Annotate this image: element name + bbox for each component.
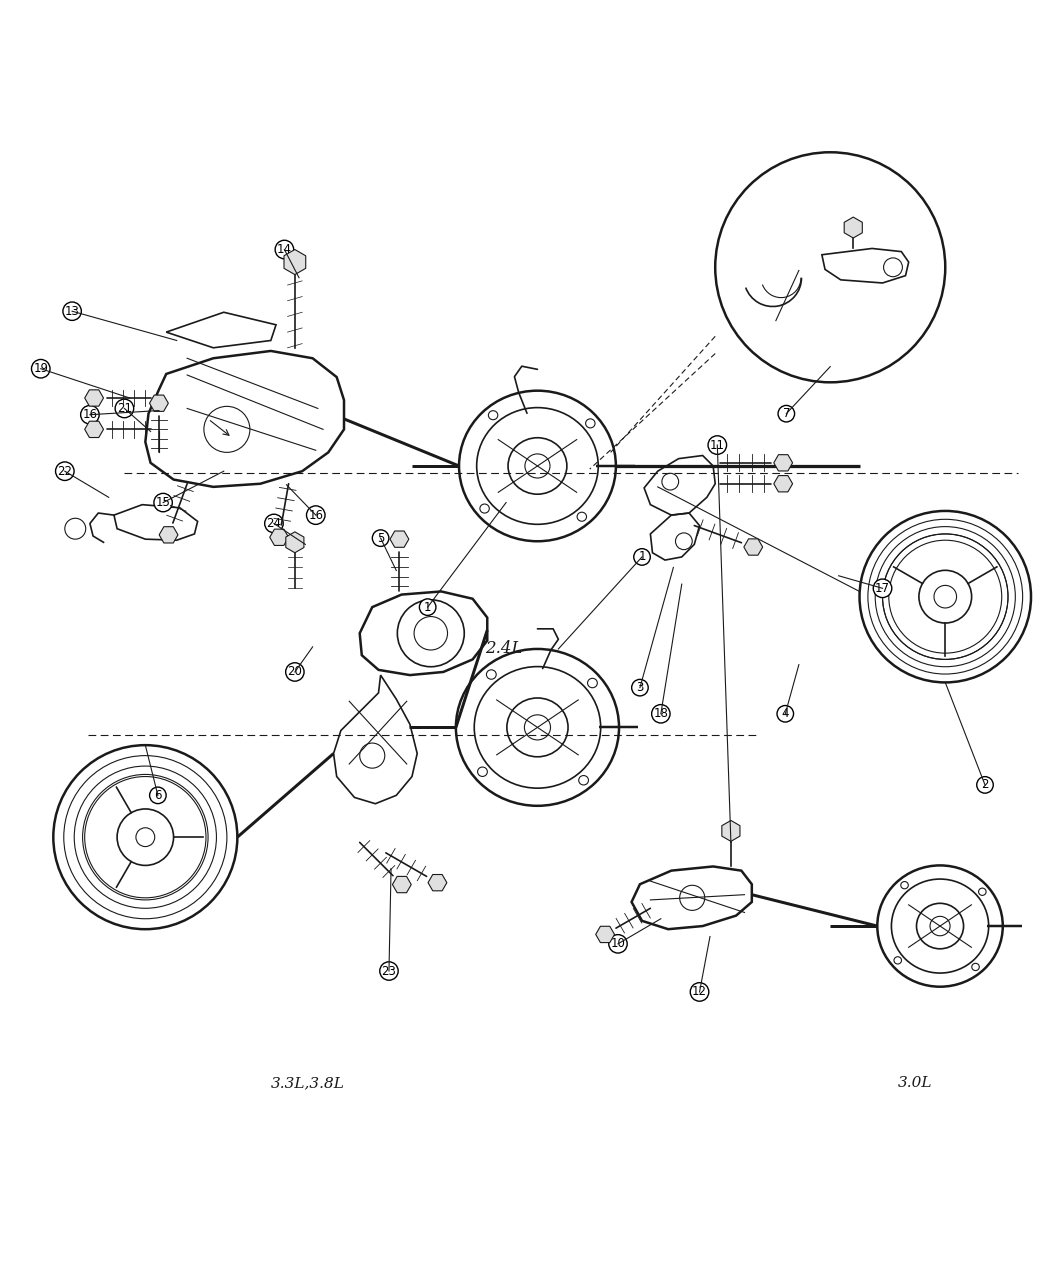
Circle shape	[716, 152, 945, 382]
Polygon shape	[744, 539, 763, 555]
Polygon shape	[774, 455, 793, 471]
Polygon shape	[84, 421, 103, 438]
Text: 20: 20	[288, 665, 302, 678]
Text: 1: 1	[639, 550, 646, 563]
Text: 22: 22	[57, 465, 73, 478]
Polygon shape	[774, 475, 793, 492]
Polygon shape	[596, 926, 614, 942]
Text: 21: 21	[117, 402, 132, 415]
Text: 23: 23	[382, 964, 396, 977]
Text: 19: 19	[34, 363, 48, 375]
Polygon shape	[392, 876, 411, 893]
Text: 11: 11	[709, 438, 725, 452]
Polygon shape	[150, 395, 169, 411]
Polygon shape	[390, 531, 409, 548]
Text: 3.0L: 3.0L	[898, 1077, 933, 1089]
Text: 3: 3	[637, 681, 644, 695]
Text: 4: 4	[781, 707, 789, 720]
Text: 24: 24	[267, 517, 281, 530]
Text: 2: 2	[981, 779, 989, 792]
Text: 13: 13	[64, 305, 79, 318]
Text: 1: 1	[424, 600, 431, 614]
Text: 12: 12	[692, 986, 707, 999]
Polygon shape	[84, 389, 103, 406]
Text: 9: 9	[773, 314, 780, 327]
Text: 17: 17	[875, 582, 890, 595]
Polygon shape	[270, 529, 289, 545]
Text: 5: 5	[377, 531, 385, 544]
Text: 2.4L: 2.4L	[485, 641, 523, 658]
Text: 16: 16	[308, 508, 324, 521]
Text: 16: 16	[82, 409, 97, 421]
Text: 3.3L,3.8L: 3.3L,3.8L	[271, 1077, 345, 1089]
Polygon shape	[428, 875, 447, 891]
Text: 15: 15	[156, 495, 171, 510]
Text: 10: 10	[610, 937, 625, 950]
Text: 6: 6	[154, 789, 161, 802]
Text: 18: 18	[653, 707, 668, 720]
Text: 14: 14	[277, 243, 292, 255]
Text: 7: 7	[782, 407, 790, 420]
Polygon shape	[159, 526, 178, 543]
